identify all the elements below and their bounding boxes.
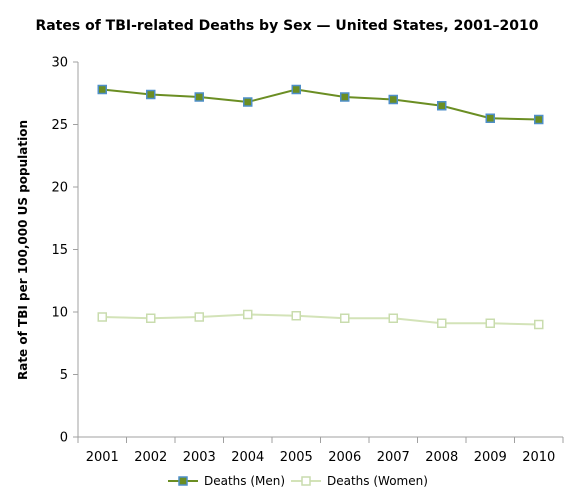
- y-tick-label: 30: [51, 56, 68, 71]
- y-tick-label: 20: [51, 181, 68, 196]
- data-point-men: [534, 114, 544, 125]
- series-layer: [97, 84, 544, 330]
- series-line-men: [102, 88, 539, 121]
- data-point-men: [485, 113, 495, 123]
- data-point-women: [388, 313, 398, 323]
- y-tick-label: 10: [51, 306, 68, 321]
- y-axis-label: Rate of TBI per 100,000 US population: [16, 120, 30, 380]
- data-point-women: [243, 309, 253, 320]
- x-tick-label: 2003: [183, 450, 216, 465]
- data-point-women: [437, 318, 447, 328]
- legend-label-men: Deaths (Men): [204, 474, 285, 488]
- x-tick-label: 2002: [134, 450, 167, 465]
- data-point-women: [194, 312, 204, 322]
- data-point-women: [146, 313, 156, 323]
- x-tick-label: 2009: [474, 450, 507, 465]
- series-line-women: [102, 313, 539, 326]
- data-point-women: [485, 318, 495, 328]
- data-point-women: [534, 319, 544, 330]
- legend: Deaths (Men) Deaths (Women): [168, 474, 428, 488]
- x-tick-label: 2004: [231, 450, 264, 465]
- axes: 0 5 10 15 20 25 30 2001 2002 2003 2004 2005 2006 2007…: [51, 56, 564, 465]
- x-tick-label: 2010: [522, 450, 555, 465]
- x-tick-label: 2005: [280, 450, 313, 465]
- data-point-women: [97, 312, 107, 322]
- x-tick-label: 2006: [328, 450, 361, 465]
- legend-marker-men: [178, 476, 188, 486]
- x-tick-label: 2007: [377, 450, 410, 465]
- legend-label-women: Deaths (Women): [327, 474, 428, 488]
- data-point-women: [340, 313, 350, 323]
- data-point-men: [146, 89, 156, 100]
- chart-title: Rates of TBI-related Deaths by Sex — Uni…: [35, 18, 538, 34]
- y-tick-label: 15: [51, 243, 68, 258]
- data-point-men: [194, 92, 204, 102]
- y-tick-label: 25: [51, 118, 68, 133]
- x-tick-label: 2008: [425, 450, 458, 465]
- data-point-men: [340, 92, 350, 102]
- legend-marker-women: [301, 476, 311, 486]
- data-point-men: [437, 101, 447, 111]
- y-tick-label: 0: [60, 431, 68, 446]
- data-point-men: [388, 94, 398, 105]
- x-tick-label: 2001: [86, 450, 119, 465]
- data-point-women: [291, 311, 301, 321]
- data-point-men: [243, 97, 253, 107]
- data-point-men: [97, 84, 107, 95]
- data-point-men: [291, 84, 301, 95]
- y-tick-label: 5: [60, 368, 68, 383]
